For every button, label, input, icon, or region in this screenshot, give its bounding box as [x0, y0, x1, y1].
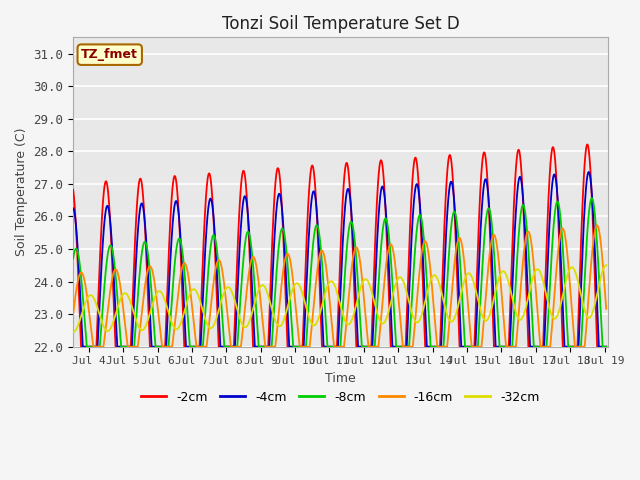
X-axis label: Time: Time: [325, 372, 356, 385]
Y-axis label: Soil Temperature (C): Soil Temperature (C): [15, 128, 28, 256]
Title: Tonzi Soil Temperature Set D: Tonzi Soil Temperature Set D: [221, 15, 460, 33]
Text: TZ_fmet: TZ_fmet: [81, 48, 138, 61]
Legend: -2cm, -4cm, -8cm, -16cm, -32cm: -2cm, -4cm, -8cm, -16cm, -32cm: [136, 385, 545, 408]
